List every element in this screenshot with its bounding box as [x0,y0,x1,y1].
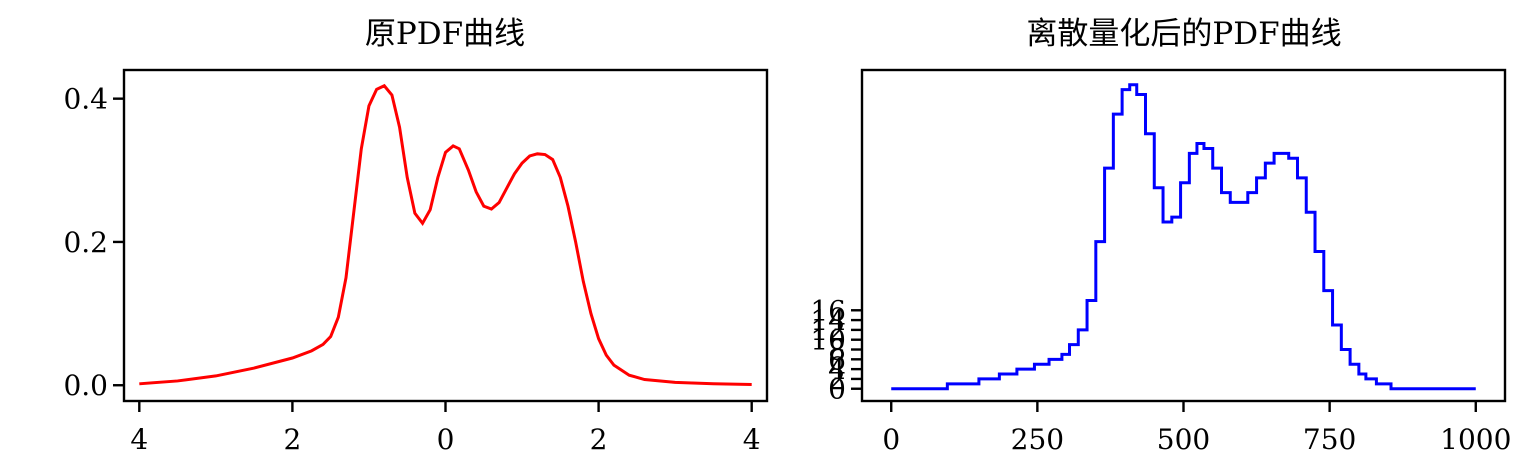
y-tick-label: 6 [828,343,846,376]
x-tick-label: 0 [882,423,900,456]
series-line [891,83,1476,391]
chart-title: 原PDF曲线 [365,16,525,52]
x-tick-label: 1000 [1440,423,1511,456]
y-axis: 0.0 0.2 0.4 [63,83,124,402]
chart-title: 离散量化后的PDF曲线 [1026,16,1341,52]
x-tick-label: 2 [590,423,608,456]
y-tick-label: 12 [810,314,846,347]
x-tick-label: 0 [437,423,455,456]
y-tick-label: 14 [810,304,846,337]
x-axis: 4 2 0 2 4 [130,401,761,456]
chart-panel-original-pdf: 原PDF曲线 4 2 0 2 4 0.0 0.2 0.4 [63,16,769,456]
x-axis: 0 250 500 750 1000 [882,401,1511,456]
x-tick-label: 500 [1157,423,1210,456]
y-tick-label: 8 [828,334,846,367]
y-tick-label: 0.4 [63,83,108,116]
series-line [139,83,752,387]
y-tick-label: 0.0 [63,369,108,402]
y-tick-label: 16 [810,294,846,327]
y-tick-label: 4 [828,353,846,386]
y-tick-label: 0.2 [63,226,108,259]
y-tick-label: 0 [828,373,846,406]
x-tick-label: 4 [130,423,148,456]
x-tick-label: 750 [1303,423,1356,456]
y-tick-label: 10 [810,324,846,357]
x-tick-label: 250 [1011,423,1064,456]
y-tick-label: 2 [828,363,846,396]
x-tick-label: 2 [283,423,301,456]
x-tick-label: 4 [743,423,761,456]
